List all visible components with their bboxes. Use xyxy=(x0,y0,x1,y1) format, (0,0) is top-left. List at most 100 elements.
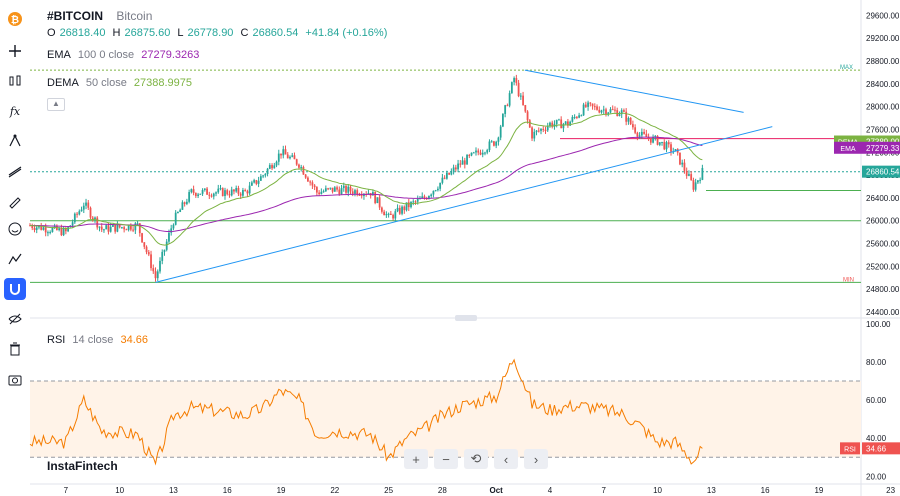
rsi-legend[interactable]: RSI 14 close 34.66 xyxy=(47,334,152,346)
ema-value: 27279.3263 xyxy=(141,49,200,61)
low-label: L xyxy=(177,27,184,39)
candle-body xyxy=(244,190,247,192)
candle-body xyxy=(432,190,435,195)
dema-legend[interactable]: DEMA 50 close 27388.9975 xyxy=(47,77,196,89)
candle-body xyxy=(414,201,417,203)
candle-body xyxy=(123,227,126,230)
candle-body xyxy=(331,187,334,192)
candle-body xyxy=(667,142,670,145)
candle-body xyxy=(609,109,612,113)
candle-body xyxy=(107,225,110,232)
candle-body xyxy=(445,172,448,179)
eye-off-icon[interactable] xyxy=(4,308,26,330)
ema-name: EMA xyxy=(47,49,71,61)
candle-body xyxy=(67,227,70,232)
fx-icon[interactable]: fx xyxy=(4,100,26,122)
candle-body xyxy=(302,166,305,175)
price-tick-label: 25600.00 xyxy=(866,240,900,249)
ema-legend[interactable]: EMA 100 0 close 27279.3263 xyxy=(47,49,203,61)
scroll-left-button[interactable]: ‹ xyxy=(494,449,518,469)
candle-body xyxy=(555,119,558,125)
candles-icon[interactable] xyxy=(4,70,26,92)
trendlines-icon[interactable] xyxy=(4,160,26,182)
crosshair-icon[interactable] xyxy=(4,40,26,62)
candle-body xyxy=(481,152,484,155)
candle-body xyxy=(127,225,130,230)
time-tick-label: 10 xyxy=(115,486,124,495)
collapse-legend-button[interactable]: ▲ xyxy=(47,98,65,111)
emoji-icon[interactable] xyxy=(4,218,26,240)
rsi-tick-label: 100.00 xyxy=(866,320,891,329)
candle-body xyxy=(696,180,699,183)
candle-body xyxy=(674,149,677,152)
candle-body xyxy=(629,117,632,125)
candle-body xyxy=(91,217,94,220)
candle-body xyxy=(488,141,491,151)
candle-body xyxy=(569,121,572,126)
svg-text:₿: ₿ xyxy=(11,14,19,26)
candle-body xyxy=(179,209,182,212)
candle-body xyxy=(493,141,495,146)
node-icon[interactable] xyxy=(4,130,26,152)
candle-body xyxy=(605,109,607,115)
zoom-in-button[interactable]: + xyxy=(404,449,428,469)
rsi-tag-label-bg xyxy=(840,442,860,455)
candle-body xyxy=(694,182,697,190)
candle-body xyxy=(663,141,666,150)
candle-body xyxy=(454,167,457,170)
candle-body xyxy=(242,190,244,196)
candle-body xyxy=(181,202,184,210)
candle-body xyxy=(60,228,63,236)
candle-body xyxy=(535,130,538,132)
candle-body xyxy=(578,115,581,118)
candle-body xyxy=(307,177,309,182)
camera-icon[interactable] xyxy=(4,368,26,390)
candle-body xyxy=(392,214,394,219)
symbol-legend: #BITCOIN Bitcoin xyxy=(47,9,156,23)
high-label: H xyxy=(112,27,121,39)
candle-body xyxy=(291,155,294,157)
candle-body xyxy=(607,112,610,115)
candle-body xyxy=(253,180,256,183)
candle-body xyxy=(42,227,45,230)
candle-body xyxy=(208,194,211,196)
trash-icon[interactable] xyxy=(4,338,26,360)
candle-body xyxy=(154,271,157,279)
candle-body xyxy=(526,111,529,121)
candle-body xyxy=(318,192,321,195)
candle-body xyxy=(329,187,332,189)
candle-body xyxy=(645,133,648,138)
scroll-right-button[interactable]: › xyxy=(524,449,548,469)
candle-body xyxy=(620,110,623,115)
candle-body xyxy=(98,226,101,228)
reset-button[interactable]: ⟲ xyxy=(464,449,488,469)
candle-body xyxy=(416,198,419,202)
price-tick-label: 25200.00 xyxy=(866,262,900,271)
price-tick-label: 27600.00 xyxy=(866,125,900,134)
candle-body xyxy=(275,161,278,166)
candle-body xyxy=(94,217,96,220)
brush-icon[interactable] xyxy=(4,190,26,212)
candle-body xyxy=(398,207,401,214)
candle-body xyxy=(143,242,146,247)
candle-body xyxy=(631,124,634,128)
candle-body xyxy=(394,211,397,219)
rsi-params: 14 close xyxy=(72,334,114,346)
candle-body xyxy=(567,121,569,126)
candle-body xyxy=(215,192,217,194)
bitcoin-icon[interactable]: ₿ xyxy=(4,8,26,30)
candle-body xyxy=(203,188,206,191)
chart-navigation: + − ⟲ ‹ › xyxy=(404,449,548,469)
candle-body xyxy=(531,127,533,139)
candle-body xyxy=(486,150,489,153)
measure-icon[interactable] xyxy=(4,248,26,270)
candle-body xyxy=(614,109,616,111)
magnet-icon[interactable] xyxy=(4,278,26,300)
candle-body xyxy=(685,170,688,176)
candle-body xyxy=(273,165,276,169)
zoom-out-button[interactable]: − xyxy=(434,449,458,469)
candle-body xyxy=(78,211,81,215)
rsi-tick-label: 40.00 xyxy=(866,434,887,443)
candle-body xyxy=(457,163,459,170)
